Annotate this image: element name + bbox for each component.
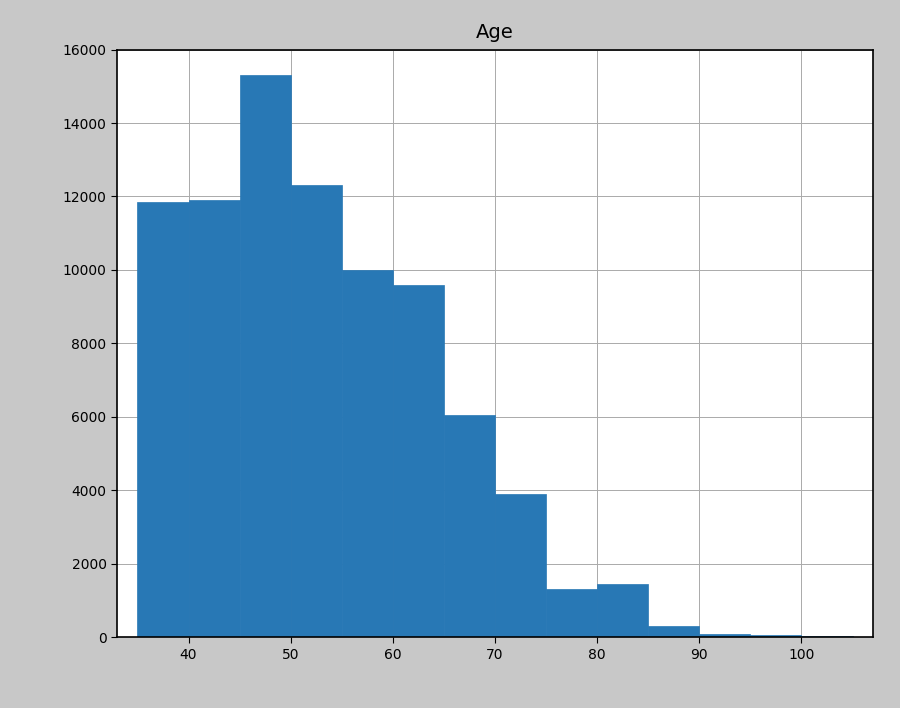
Bar <box>392 285 444 637</box>
Bar <box>751 635 802 637</box>
Bar <box>802 636 852 637</box>
Bar <box>495 494 546 637</box>
Bar <box>239 75 291 637</box>
Bar <box>188 200 239 637</box>
Bar <box>138 202 188 637</box>
Bar <box>546 590 598 637</box>
Bar <box>648 626 699 637</box>
Bar <box>444 415 495 637</box>
Bar <box>291 185 342 637</box>
Bar <box>342 270 392 637</box>
Bar <box>598 584 648 637</box>
Title: Age: Age <box>476 23 514 42</box>
Bar <box>699 634 751 637</box>
